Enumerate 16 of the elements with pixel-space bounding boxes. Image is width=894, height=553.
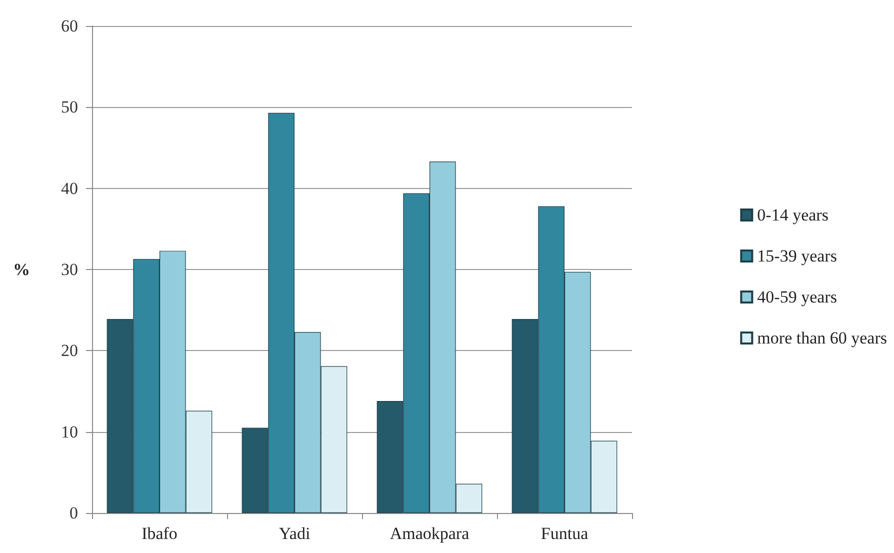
x-tick-label: Funtua [540,524,589,543]
x-tick-label: Ibafo [142,524,178,543]
y-tick-label: 0 [70,504,78,522]
y-tick-label: 40 [61,178,78,198]
x-tick-label: Yadi [278,524,310,543]
legend-label: 0-14 years [757,206,828,224]
y-tick-label: 50 [61,98,78,117]
y-tick-label: 30 [61,260,78,279]
legend-label: 40-59 years [757,288,837,306]
y-tick-label: 10 [61,422,78,442]
legend-label: more than 60 years [757,328,888,348]
y-axis-title: % [13,260,30,279]
legend-label: 15-39 years [757,246,837,266]
y-tick-label: 60 [61,16,78,36]
x-tick-label: Amaokpara [390,524,470,543]
y-tick-label: 20 [61,341,78,360]
